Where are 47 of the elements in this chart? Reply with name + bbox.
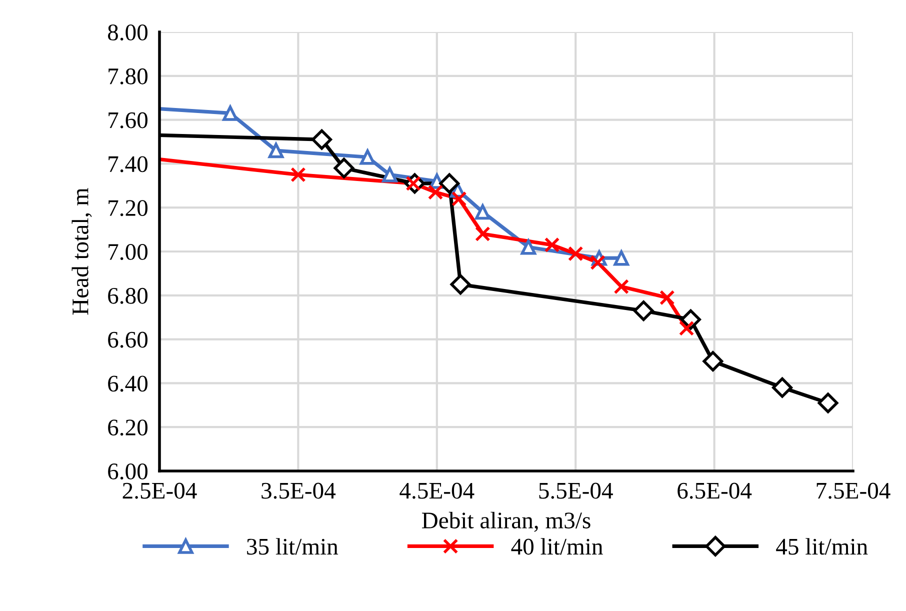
legend-label: 45 lit/min: [776, 538, 868, 555]
point: [382, 167, 398, 182]
x-tick-label: 7.5E-04: [816, 482, 890, 499]
y-tick-label: 7.40: [108, 156, 148, 172]
y-tick-label: 6.60: [108, 332, 148, 348]
y-tick-label: 7.00: [108, 244, 148, 260]
y-tick-label: 8.00: [108, 24, 148, 41]
point: [312, 129, 332, 150]
x-tick-label: 5.5E-04: [539, 482, 613, 499]
y-tick-label: 6.00: [108, 463, 148, 480]
point: [544, 237, 560, 253]
legend-label: 40 lit/min: [511, 538, 603, 555]
point: [818, 392, 838, 414]
x-axis-title: Debit aliran, m3/s: [422, 512, 590, 532]
x-tick-label: 4.5E-04: [400, 482, 474, 499]
x-tick-label: 2.5E-04: [122, 482, 197, 499]
point: [702, 351, 724, 372]
point: [451, 191, 467, 206]
point: [475, 226, 490, 242]
point: [614, 250, 630, 266]
point: [614, 278, 630, 294]
point: [660, 290, 675, 306]
y-axis-title: Head total, m: [72, 188, 92, 315]
point: [568, 246, 584, 262]
point: [360, 149, 376, 165]
y-tick-label: 7.20: [108, 200, 148, 216]
y-tick-label: 7.80: [108, 68, 148, 84]
point: [450, 274, 471, 295]
point: [439, 173, 460, 194]
point: [520, 239, 536, 255]
y-tick-label: 6.40: [108, 376, 148, 392]
legend-label: 35 lit/min: [247, 538, 338, 555]
point: [475, 204, 490, 220]
point: [334, 158, 354, 178]
point: [268, 142, 284, 158]
y-tick-label: 6.80: [108, 288, 148, 304]
point: [222, 106, 238, 121]
point: [678, 320, 694, 336]
x-tick-label: 3.5E-04: [262, 482, 336, 499]
y-tick-label: 6.20: [108, 420, 148, 436]
point: [428, 184, 444, 200]
x-tick-label: 6.5E-04: [678, 482, 752, 499]
y-tick-label: 7.60: [108, 112, 148, 128]
point: [772, 377, 792, 398]
point: [290, 167, 306, 182]
point: [590, 254, 606, 270]
point: [633, 300, 654, 321]
